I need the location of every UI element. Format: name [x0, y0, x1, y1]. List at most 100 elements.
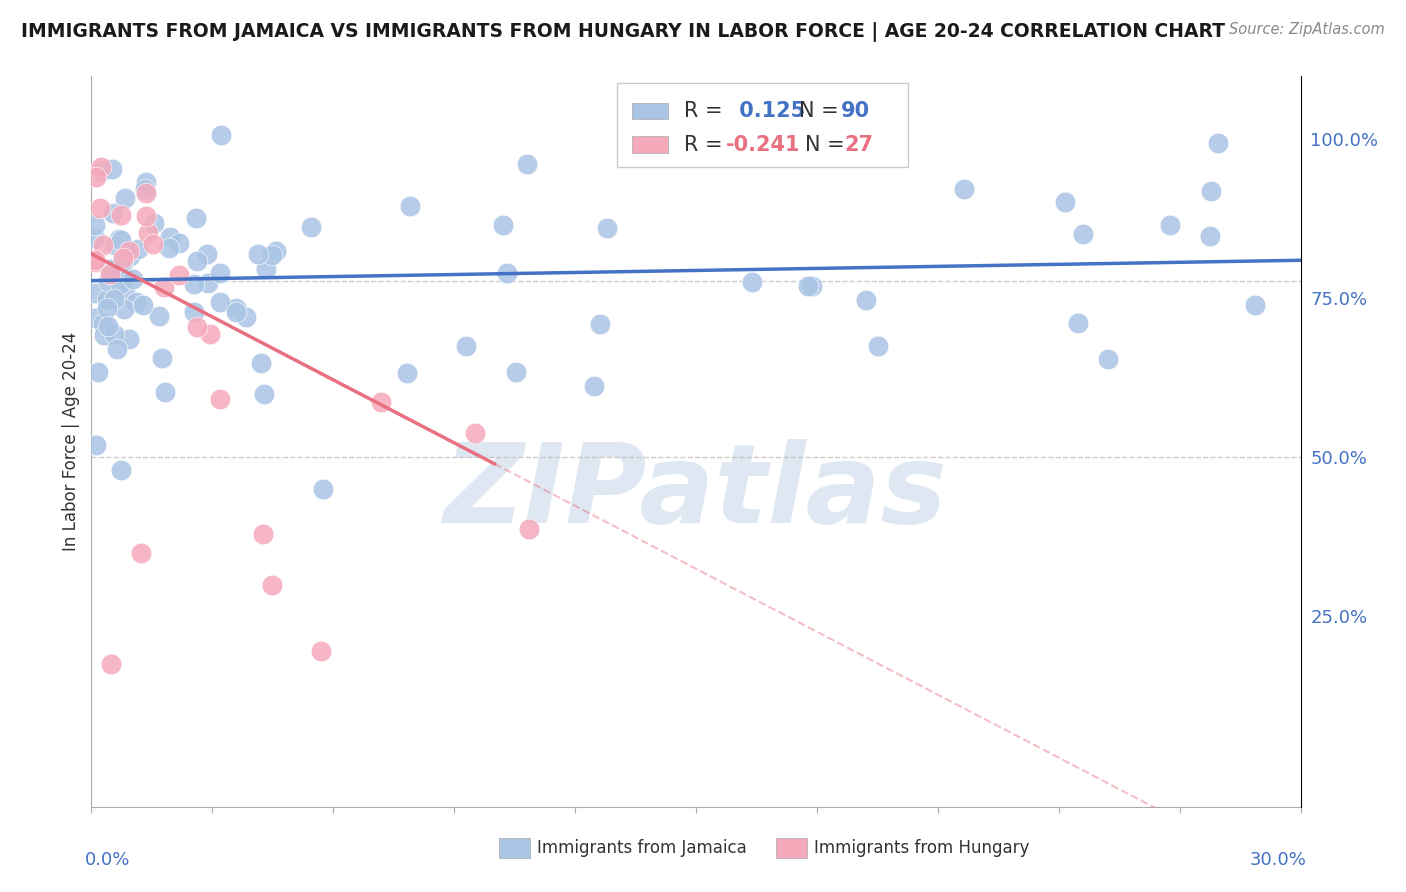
Point [111, 254, 134, 268]
Point [260, 247, 283, 261]
Point [84, 438, 107, 452]
Point [256, 262, 278, 277]
Point [505, 366, 527, 380]
Point [121, 271, 143, 285]
Point [142, 216, 165, 230]
Point [492, 219, 515, 233]
Point [1208, 136, 1230, 151]
Point [110, 233, 132, 247]
Point [103, 326, 125, 341]
Point [235, 310, 257, 325]
Point [84, 285, 107, 300]
Text: 90: 90 [841, 101, 870, 121]
Point [111, 263, 134, 277]
Point [84, 311, 107, 326]
Point [84, 255, 107, 269]
Point [135, 210, 157, 224]
Point [142, 236, 165, 251]
Point [112, 302, 135, 317]
Point [125, 294, 148, 309]
Point [135, 186, 157, 200]
Point [153, 385, 176, 400]
Point [496, 266, 519, 280]
Point [299, 220, 322, 235]
Text: Immigrants from Hungary: Immigrants from Hungary [814, 839, 1029, 857]
Text: R =: R = [683, 135, 730, 154]
Point [209, 266, 232, 280]
Point [110, 277, 132, 291]
Point [84, 219, 107, 233]
Point [114, 190, 136, 204]
Point [309, 644, 332, 658]
Point [103, 238, 125, 252]
Point [517, 522, 540, 536]
Point [134, 182, 156, 196]
Point [97, 318, 120, 333]
Text: 0.0%: 0.0% [86, 851, 131, 869]
Point [1071, 227, 1094, 241]
Point [183, 305, 205, 319]
Point [183, 277, 205, 291]
Point [91, 316, 114, 330]
Point [399, 199, 422, 213]
Point [114, 285, 136, 300]
Point [136, 226, 159, 240]
Point [96, 293, 118, 307]
Point [260, 577, 283, 591]
Point [110, 463, 132, 477]
Point [105, 342, 128, 356]
Point [89, 160, 111, 174]
Point [148, 309, 170, 323]
Point [855, 293, 877, 308]
FancyBboxPatch shape [617, 83, 908, 168]
Point [250, 356, 273, 370]
Point [1159, 219, 1181, 233]
Point [98, 261, 121, 276]
Point [115, 242, 138, 256]
FancyBboxPatch shape [631, 103, 668, 119]
Point [96, 301, 118, 315]
Point [396, 366, 419, 380]
Point [225, 305, 247, 319]
Text: ZIPatlas: ZIPatlas [444, 439, 948, 546]
Point [589, 318, 612, 332]
Point [98, 267, 121, 281]
Point [167, 268, 190, 283]
Point [516, 157, 538, 171]
Point [454, 339, 477, 353]
Point [800, 278, 823, 293]
Point [103, 292, 125, 306]
Point [91, 237, 114, 252]
Point [370, 395, 392, 409]
Point [101, 162, 124, 177]
Point [150, 351, 173, 365]
Point [112, 251, 135, 265]
Point [797, 279, 820, 293]
Point [129, 546, 152, 560]
Point [197, 246, 219, 260]
Point [225, 301, 247, 316]
Point [89, 201, 111, 215]
Text: Immigrants from Jamaica: Immigrants from Jamaica [537, 839, 747, 857]
Point [84, 230, 107, 244]
Point [1199, 184, 1222, 198]
Point [583, 379, 606, 393]
Point [100, 657, 122, 672]
Point [84, 252, 107, 267]
FancyBboxPatch shape [631, 136, 668, 153]
Point [1053, 194, 1076, 209]
Point [1067, 316, 1090, 330]
Point [118, 332, 141, 346]
Point [253, 387, 276, 401]
Point [186, 253, 208, 268]
Point [1097, 351, 1119, 366]
Point [741, 275, 763, 289]
Text: IMMIGRANTS FROM JAMAICA VS IMMIGRANTS FROM HUNGARY IN LABOR FORCE | AGE 20-24 CO: IMMIGRANTS FROM JAMAICA VS IMMIGRANTS FR… [21, 22, 1225, 42]
Point [208, 392, 231, 407]
Point [866, 339, 889, 353]
Point [93, 328, 115, 343]
Point [596, 220, 619, 235]
Text: Source: ZipAtlas.com: Source: ZipAtlas.com [1229, 22, 1385, 37]
Text: N =: N = [804, 135, 851, 154]
Point [118, 249, 141, 263]
